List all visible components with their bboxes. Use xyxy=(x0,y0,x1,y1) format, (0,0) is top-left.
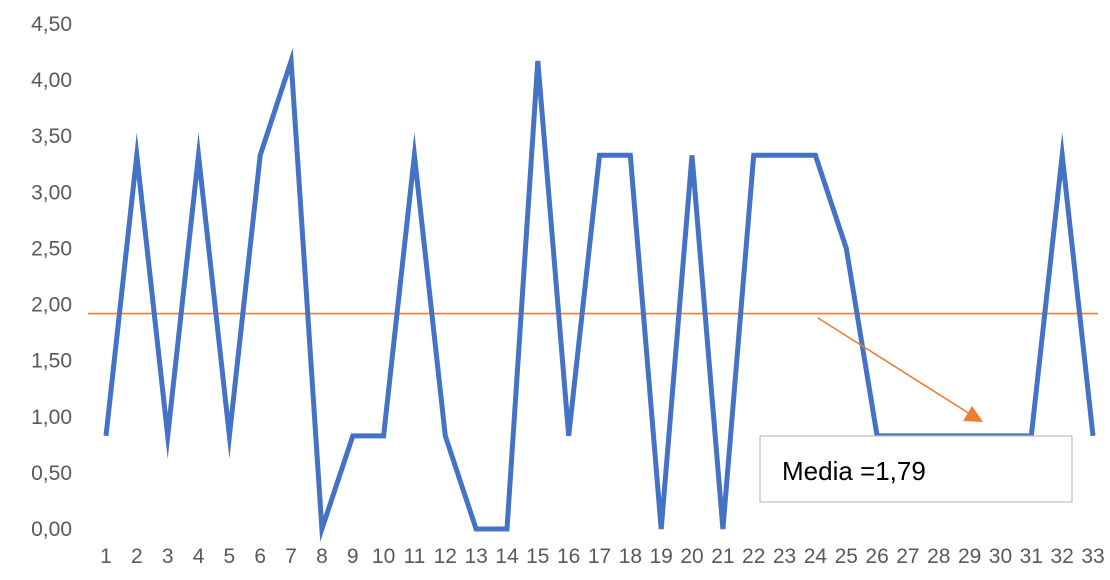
annotation-arrowhead xyxy=(963,406,983,422)
x-tick-label: 2 xyxy=(131,545,143,568)
annotation-box xyxy=(759,435,1073,503)
x-tick-label: 10 xyxy=(372,545,395,568)
x-tick-label: 19 xyxy=(650,545,673,568)
y-tick-label: 4,50 xyxy=(31,13,72,36)
x-tick-label: 17 xyxy=(588,545,611,568)
y-axis: 0,00 0,50 1,00 1,50 2,00 2,50 3,00 3,50 4,00 4,50 xyxy=(31,13,72,541)
x-tick-label: 31 xyxy=(1020,545,1043,568)
x-tick-label: 30 xyxy=(989,545,1012,568)
x-tick-label: 14 xyxy=(495,545,519,568)
x-tick-label: 33 xyxy=(1081,545,1104,568)
x-tick-label: 26 xyxy=(865,545,888,568)
y-tick-label: 4,00 xyxy=(31,69,72,92)
y-tick-label: 2,50 xyxy=(31,237,72,260)
annotation-text: Media =1,79 xyxy=(782,456,926,486)
x-tick-label: 9 xyxy=(347,545,359,568)
x-tick-label: 18 xyxy=(619,545,642,568)
y-tick-label: 3,00 xyxy=(31,181,72,204)
x-tick-label: 8 xyxy=(316,545,328,568)
x-tick-label: 5 xyxy=(224,545,236,568)
x-tick-label: 23 xyxy=(773,545,796,568)
x-tick-label: 25 xyxy=(835,545,858,568)
x-tick-label: 12 xyxy=(434,545,457,568)
x-tick-label: 15 xyxy=(526,545,549,568)
x-tick-label: 28 xyxy=(927,545,950,568)
x-tick-label: 21 xyxy=(711,545,734,568)
x-tick-label: 6 xyxy=(254,545,266,568)
x-tick-label: 20 xyxy=(680,545,703,568)
annotation-arrow xyxy=(817,317,971,415)
x-tick-label: 29 xyxy=(958,545,981,568)
x-tick-label: 7 xyxy=(285,545,297,568)
x-tick-label: 22 xyxy=(742,545,765,568)
y-tick-label: 2,00 xyxy=(31,294,72,317)
y-tick-label: 0,00 xyxy=(31,518,72,541)
mean-annotation: Media =1,79 xyxy=(759,317,1073,503)
x-tick-label: 1 xyxy=(100,545,112,568)
x-tick-label: 11 xyxy=(404,545,426,568)
y-tick-label: 1,50 xyxy=(31,350,72,373)
x-tick-label: 16 xyxy=(557,545,580,568)
x-axis: 1 2 3 4 5 6 7 8 9 10 11 12 13 14 15 16 17 18 19 20 21 22 23 24 2… xyxy=(100,545,1105,568)
y-tick-label: 1,00 xyxy=(31,406,72,429)
x-tick-label: 3 xyxy=(162,545,174,568)
x-tick-label: 27 xyxy=(896,545,919,568)
y-tick-label: 0,50 xyxy=(31,462,72,485)
x-tick-label: 32 xyxy=(1050,545,1073,568)
x-tick-label: 24 xyxy=(804,545,828,568)
x-tick-label: 13 xyxy=(464,545,487,568)
y-tick-label: 3,50 xyxy=(31,125,72,148)
x-tick-label: 4 xyxy=(193,545,205,568)
